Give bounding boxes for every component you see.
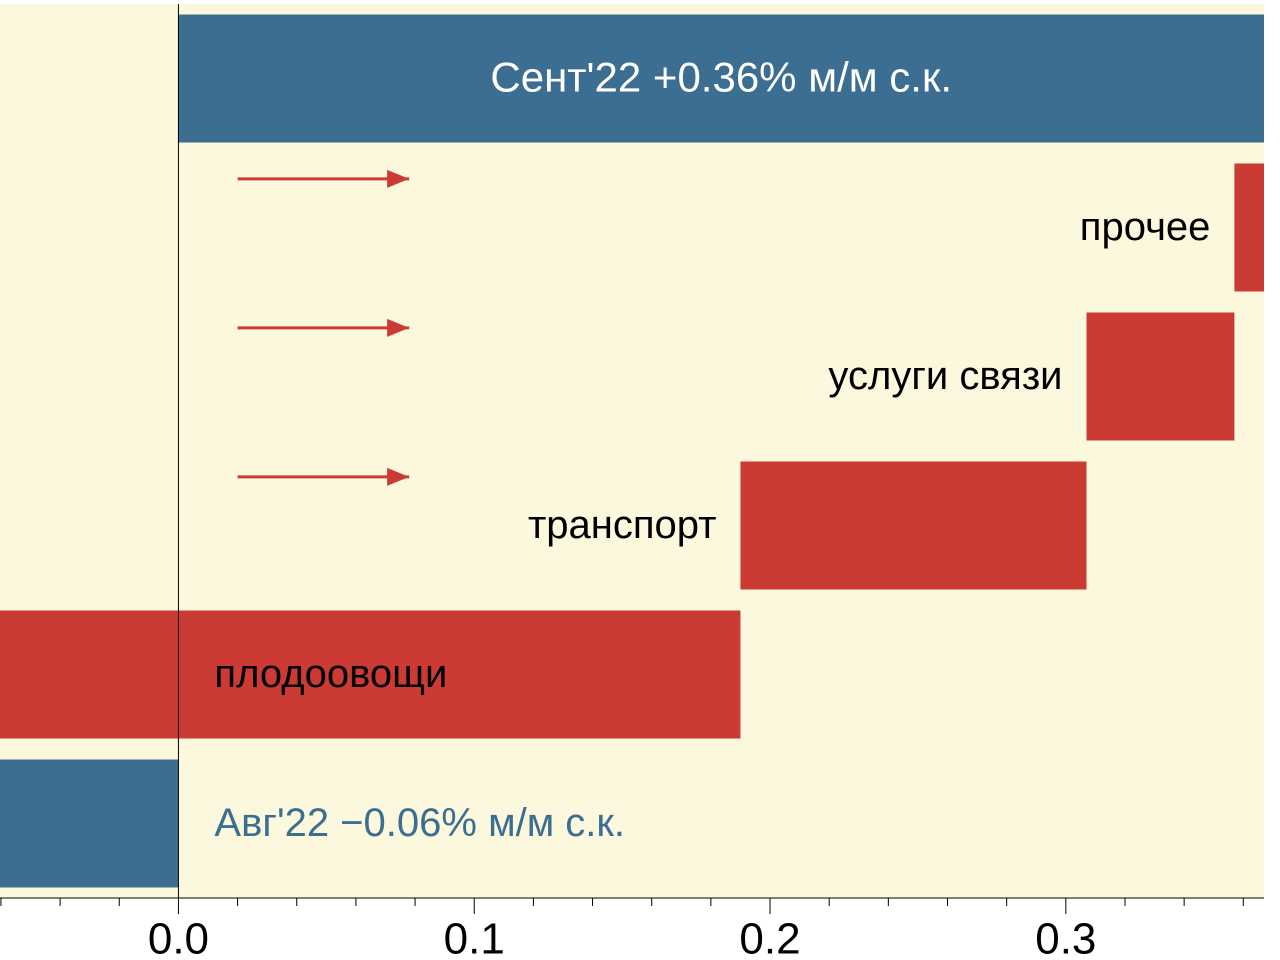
x-tick-label: 0.3 bbox=[1035, 915, 1096, 960]
label-transport: транспорт bbox=[528, 503, 717, 547]
x-tick-label: 0.0 bbox=[148, 915, 209, 960]
bar-other bbox=[1234, 164, 1264, 292]
waterfall-chart: Сент'22 +0.36% м/м с.к. прочее услуги связ… bbox=[0, 0, 1280, 960]
bar-transport bbox=[740, 462, 1086, 590]
label-telecom: услуги связи bbox=[828, 354, 1062, 398]
x-tick-label: 0.2 bbox=[739, 915, 800, 960]
bar-total_bottom bbox=[0, 760, 178, 888]
label-produce: плодоовощи bbox=[214, 652, 447, 696]
label-other: прочее bbox=[1080, 205, 1211, 249]
label-total_bottom: Авг'22 −0.06% м/м с.к. bbox=[214, 801, 625, 845]
x-tick-label: 0.1 bbox=[444, 915, 505, 960]
label-total_top: Сент'22 +0.36% м/м с.к. bbox=[490, 54, 952, 101]
bar-telecom bbox=[1087, 313, 1235, 441]
